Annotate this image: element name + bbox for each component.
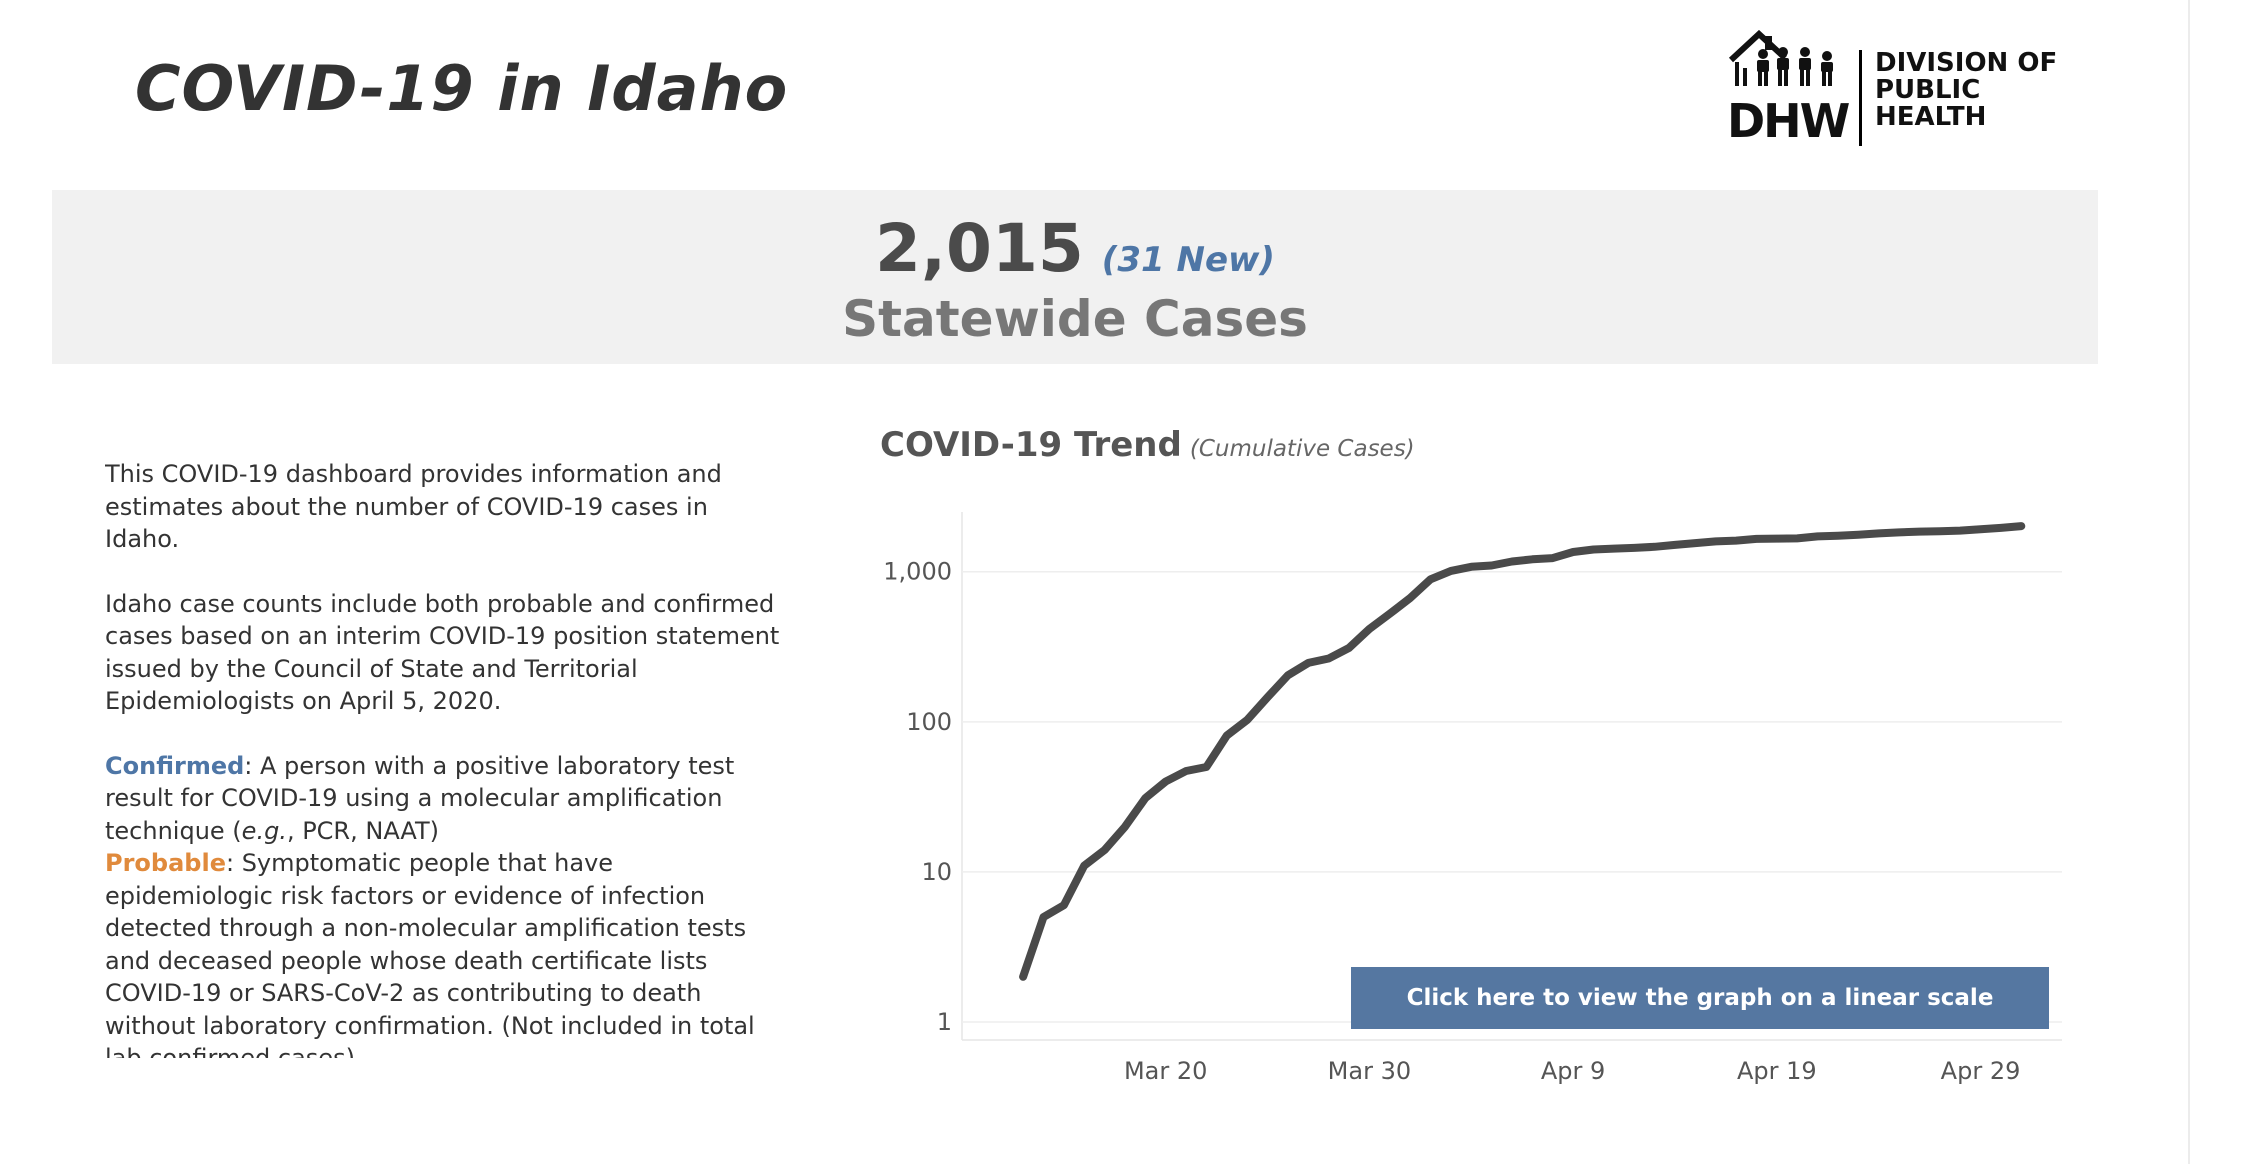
x-tick-label: Mar 20 [1124,1057,1207,1085]
statewide-cases-banner: 2,015 (31 New) Statewide Cases [52,190,2098,364]
division-name: DIVISION OF PUBLIC HEALTH [1875,50,2057,131]
chart-title: COVID-19 Trend (Cumulative Cases) [880,425,1415,465]
x-tick-label: Mar 30 [1328,1057,1411,1085]
chart-subtitle: (Cumulative Cases) [1189,436,1415,462]
confirmed-eg: e.g. [241,816,287,845]
x-tick-label: Apr 29 [1941,1057,2021,1085]
cumulative-cases-line [1019,522,2026,981]
confirmed-definition: Confirmed: A person with a positive labo… [105,750,785,848]
page-title: COVID-19 in Idaho [135,52,789,125]
confirmed-term: Confirmed [105,751,245,780]
new-cases: (31 New) [1101,240,1275,280]
division-line: PUBLIC [1875,75,1981,105]
intro-paragraph: This COVID-19 dashboard provides informa… [105,460,722,553]
x-tick-label: Apr 19 [1737,1057,1817,1085]
division-line: HEALTH [1875,102,1987,132]
y-tick-label: 1,000 [883,558,952,586]
dhw-logo: DHW DIVISION OF PUBLIC HEALTH [1725,29,2057,150]
y-tick-label: 100 [906,708,952,736]
confirmed-text: : A person with a positive laboratory te… [105,751,735,845]
dhw-abbrev: DHW [1727,94,1850,148]
confirmed-text-end: , PCR, NAAT) [286,816,439,845]
statewide-cases-label: Statewide Cases [842,290,1308,348]
linear-scale-button[interactable]: Click here to view the graph on a linear… [1351,967,2049,1029]
dhw-house-people-icon [1728,29,1833,86]
y-tick-label: 10 [921,858,952,886]
page-right-divider [2188,0,2190,1164]
probable-text: : Symptomatic people that have epidemiol… [105,849,755,1058]
total-cases: 2,015 [875,210,1084,287]
y-tick-label: 1 [937,1008,952,1036]
chart-title-main: COVID-19 Trend [880,425,1182,465]
probable-definition: Probable: Symptomatic people that have e… [105,847,785,1058]
probable-term: Probable [105,849,226,877]
division-line: DIVISION OF [1875,48,2058,78]
logo-divider [1859,50,1862,146]
dashboard-description: This COVID-19 dashboard provides informa… [105,458,785,1058]
case-totals: 2,015 (31 New) [52,210,2098,287]
x-tick-label: Apr 9 [1541,1057,1605,1085]
case-counts-paragraph: Idaho case counts include both probable … [105,589,780,716]
